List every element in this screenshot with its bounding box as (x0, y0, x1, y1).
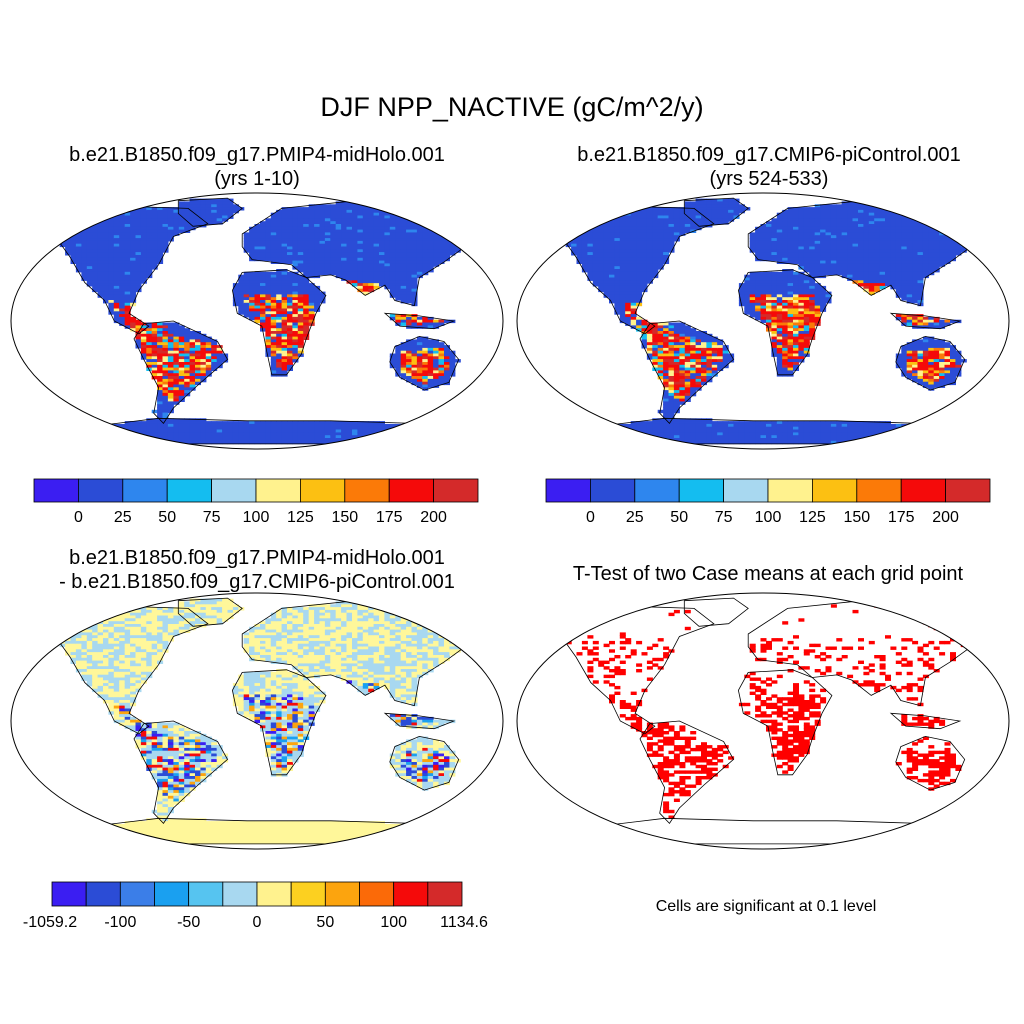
colorbar-box (122, 478, 168, 503)
colorbar-box (78, 478, 124, 503)
colorbar-box (290, 881, 326, 907)
colorbar-tick-label: 150 (843, 509, 870, 526)
colorbar-tick-label: 50 (316, 914, 334, 931)
panel-1-title-line2: (yrs 1-10) (214, 168, 300, 190)
map-panel-difference (10, 592, 504, 850)
colorbar-box (222, 881, 258, 907)
map-border (516, 192, 1010, 450)
panel-4-title: T-Test of two Case means at each grid po… (572, 563, 964, 585)
panel-2-title-line1: b.e21.B1850.f09_g17.CMIP6-piControl.001 (577, 144, 961, 166)
colorbar-box (299, 478, 346, 503)
colorbar-box (590, 478, 636, 503)
map-border (10, 592, 504, 850)
colorbar-tick-label: 75 (203, 509, 221, 526)
colorbar-tick-label: 100 (380, 914, 407, 931)
colorbar-midholo: 0 25 50 75 100 125 150 175 200 (33, 478, 479, 526)
colorbar-tick-label: 125 (799, 509, 826, 526)
colorbar-tick-label: -1059.2 (23, 914, 77, 931)
panel-3-title-line2: - b.e21.B1850.f09_g17.CMIP6-piControl.00… (59, 571, 455, 593)
colorbar-box (344, 478, 390, 503)
colorbar-difference: -1059.2 -100 -50 0 50 100 1134.6 (23, 881, 488, 931)
map-panel-picontrol (516, 192, 1010, 450)
colorbar-tick-label: 1134.6 (440, 914, 488, 931)
colorbar-box (359, 881, 395, 907)
map-border (10, 192, 504, 450)
colorbar-box (393, 881, 429, 907)
colorbar-tick-label: 175 (376, 509, 403, 526)
colorbar-picontrol: 0 25 50 75 100 125 150 175 200 (545, 478, 991, 526)
map-panel-midholo (10, 192, 504, 450)
colorbar-box (188, 881, 224, 907)
colorbar-box (324, 881, 360, 907)
panel-3-title-line1: b.e21.B1850.f09_g17.PMIP4-midHolo.001 (69, 547, 445, 569)
map-panel-ttest (516, 592, 1010, 850)
colorbar-box (433, 478, 479, 503)
colorbar-box (211, 478, 257, 503)
colorbar-tick-label: 200 (420, 509, 447, 526)
colorbar-box (255, 478, 301, 503)
map-grid-cells (565, 604, 973, 819)
colorbar-box (545, 478, 591, 503)
colorbar-box (33, 478, 79, 503)
colorbar-box (900, 478, 947, 503)
colorbar-box (767, 478, 813, 503)
colorbar-tick-label: 75 (715, 509, 733, 526)
colorbar-box (256, 881, 292, 907)
panel-2-title: b.e21.B1850.f09_g17.CMIP6-piControl.001 … (522, 143, 1016, 191)
colorbar-tick-label: 25 (626, 509, 644, 526)
colorbar-tick-label: 50 (670, 509, 688, 526)
colorbar-tick-label: 0 (74, 509, 83, 526)
colorbar-box (634, 478, 680, 503)
colorbar-box (85, 881, 121, 907)
colorbar-box (427, 881, 463, 907)
colorbar-tick-label: 150 (331, 509, 358, 526)
colorbar-box (945, 478, 991, 503)
colorbar-box (154, 881, 190, 907)
significance-note: Cells are significant at 0.1 level (655, 898, 877, 915)
colorbar-box (51, 881, 87, 907)
colorbar-box (812, 478, 858, 503)
colorbar-tick-label: 100 (243, 509, 270, 526)
panel-2-title-line2: (yrs 524-533) (709, 168, 829, 190)
colorbar-box (119, 881, 155, 907)
colorbar-box (388, 478, 435, 503)
panel-1-title-line1: b.e21.B1850.f09_g17.PMIP4-midHolo.001 (69, 144, 445, 166)
colorbar-tick-label: 200 (932, 509, 959, 526)
panel-3-title: b.e21.B1850.f09_g17.PMIP4-midHolo.001 - … (12, 546, 502, 594)
panel-1-title: b.e21.B1850.f09_g17.PMIP4-midHolo.001 (y… (12, 143, 502, 191)
map-grid-cells (554, 198, 1000, 445)
colorbar-tick-label: 175 (888, 509, 915, 526)
colorbar-tick-label: 25 (114, 509, 132, 526)
colorbar-tick-label: 0 (253, 914, 262, 931)
coastline (49, 197, 494, 445)
colorbar-box (678, 478, 725, 503)
colorbar-tick-label: 125 (287, 509, 314, 526)
figure-title: DJF NPP_NACTIVE (gC/m^2/y) (320, 92, 704, 122)
colorbar-box (166, 478, 212, 503)
colorbar-tick-label: 100 (755, 509, 782, 526)
colorbar-tick-label: -100 (104, 914, 136, 931)
colorbar-box (856, 478, 902, 503)
colorbar-tick-label: -50 (177, 914, 200, 931)
colorbar-box (723, 478, 769, 503)
colorbar-tick-label: 0 (586, 509, 595, 526)
colorbar-tick-label: 50 (158, 509, 176, 526)
map-border (516, 592, 1010, 850)
